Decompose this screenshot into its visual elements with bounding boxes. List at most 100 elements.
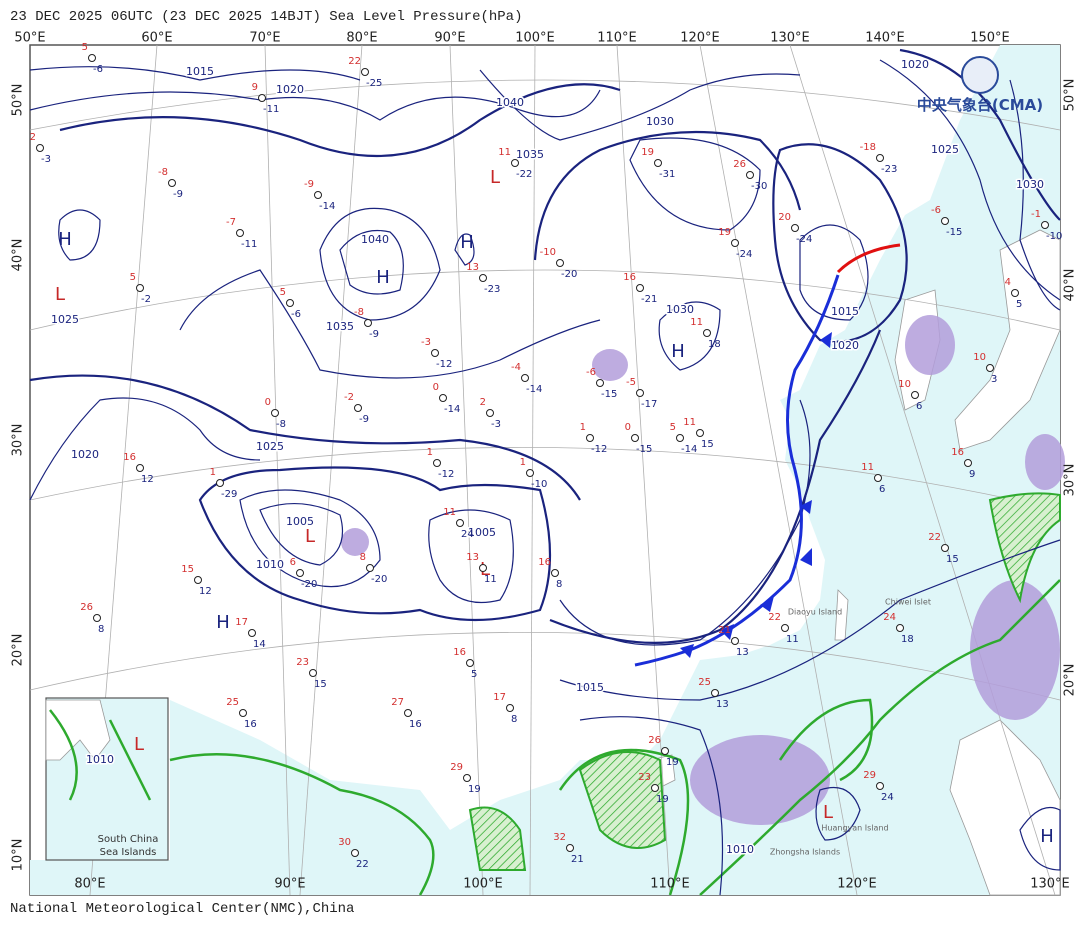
station-dewpoint: -20 xyxy=(301,579,317,590)
station-marker xyxy=(404,709,412,717)
station-dewpoint: 15 xyxy=(701,439,714,450)
lon-label: 90°E xyxy=(434,31,465,46)
station-dewpoint: -29 xyxy=(221,489,237,500)
station-temp: 23 xyxy=(296,657,309,668)
station-dewpoint: -17 xyxy=(641,399,657,410)
lon-label: 110°E xyxy=(597,31,637,46)
station-marker xyxy=(439,394,447,402)
station-dewpoint: 8 xyxy=(556,579,562,590)
station-temp: -2 xyxy=(344,392,354,403)
station-temp: 20 xyxy=(778,212,791,223)
station-temp: 25 xyxy=(226,697,239,708)
station-marker xyxy=(791,224,799,232)
station-marker xyxy=(93,614,101,622)
station-marker xyxy=(551,569,559,577)
station-temp: 30 xyxy=(338,837,351,848)
station-dewpoint: -31 xyxy=(659,169,675,180)
lon-label: 150°E xyxy=(970,31,1010,46)
station-dewpoint: -25 xyxy=(366,78,382,89)
station-dewpoint: -14 xyxy=(319,201,335,212)
station-dewpoint: 15 xyxy=(314,679,327,690)
station-dewpoint: -10 xyxy=(1046,231,1062,242)
station-dewpoint: 19 xyxy=(656,794,669,805)
station-dewpoint: 14 xyxy=(253,639,266,650)
station-temp: -10 xyxy=(540,247,556,258)
station-marker xyxy=(36,144,44,152)
station-temp: 6 xyxy=(290,557,296,568)
station-marker xyxy=(941,544,949,552)
station-dewpoint: 12 xyxy=(199,586,212,597)
station-temp: 2 xyxy=(30,132,36,143)
station-temp: -9 xyxy=(304,179,314,190)
station-temp: 22 xyxy=(768,612,781,623)
station-temp: 1 xyxy=(580,422,586,433)
station-temp: 11 xyxy=(861,462,874,473)
station-temp: 22 xyxy=(348,56,361,67)
station-dewpoint: 8 xyxy=(98,624,104,635)
lon-label: 50°E xyxy=(14,31,45,46)
station-marker xyxy=(636,284,644,292)
isobar-label: 1025 xyxy=(51,313,79,326)
lat-label: 50°N xyxy=(1063,79,1078,112)
station-marker xyxy=(636,389,644,397)
isobar-label: 1040 xyxy=(361,233,389,246)
station-temp: -6 xyxy=(586,367,596,378)
isobars xyxy=(29,48,1061,896)
station-dewpoint: -6 xyxy=(93,64,103,75)
station-marker xyxy=(1011,289,1019,297)
station-marker xyxy=(366,564,374,572)
station-marker xyxy=(364,319,372,327)
lon-label: 80°E xyxy=(346,31,377,46)
station-temp: 16 xyxy=(623,272,636,283)
station-marker xyxy=(239,709,247,717)
station-marker xyxy=(711,689,719,697)
station-temp: 26 xyxy=(733,159,746,170)
station-temp: 11 xyxy=(690,317,703,328)
station-temp: 25 xyxy=(698,677,711,688)
station-dewpoint: 16 xyxy=(409,719,422,730)
station-temp: -1 xyxy=(1031,209,1041,220)
station-temp: -5 xyxy=(626,377,636,388)
station-marker xyxy=(566,844,574,852)
station-dewpoint: -12 xyxy=(591,444,607,455)
station-dewpoint: 6 xyxy=(879,484,885,495)
station-dewpoint: 5 xyxy=(1016,299,1022,310)
logo: 中央气象台(CMA) xyxy=(917,56,1043,114)
station-temp: -6 xyxy=(931,205,941,216)
isobar-label: 1020 xyxy=(71,448,99,461)
isobar-label: 1015 xyxy=(576,681,604,694)
station-marker xyxy=(258,94,266,102)
pressure-center: L xyxy=(55,284,65,305)
isobar-label: 1005 xyxy=(468,526,496,539)
station-marker xyxy=(466,659,474,667)
station-marker xyxy=(746,171,754,179)
place-label: Chiwei Islet xyxy=(885,598,931,607)
station-marker xyxy=(216,479,224,487)
lon-label: 130°E xyxy=(770,31,810,46)
station-marker xyxy=(876,782,884,790)
lat-label: 40°N xyxy=(1063,269,1078,302)
station-dewpoint: 13 xyxy=(716,699,729,710)
station-marker xyxy=(296,569,304,577)
station-dewpoint: -3 xyxy=(41,154,51,165)
station-marker xyxy=(433,459,441,467)
map-title: 23 DEC 2025 06UTC (23 DEC 2025 14BJT) Se… xyxy=(10,9,522,25)
station-marker xyxy=(631,434,639,442)
isobar-label: 1025 xyxy=(256,440,284,453)
lon-label: 110°E xyxy=(650,877,690,892)
isobar-label: 1020 xyxy=(901,58,929,71)
lat-label: 30°N xyxy=(11,424,26,457)
pressure-center: H xyxy=(58,229,72,250)
station-temp: 5 xyxy=(280,287,286,298)
station-marker xyxy=(911,391,919,399)
station-marker xyxy=(876,154,884,162)
station-marker xyxy=(586,434,594,442)
pressure-center: H xyxy=(376,267,390,288)
lon-label: 100°E xyxy=(463,877,503,892)
station-dewpoint: -15 xyxy=(601,389,617,400)
station-marker xyxy=(506,704,514,712)
station-dewpoint: -6 xyxy=(291,309,301,320)
station-dewpoint: 24 xyxy=(461,529,474,540)
inset-label: Sea Islands xyxy=(100,847,157,858)
isobar-label: 1010 xyxy=(256,558,284,571)
